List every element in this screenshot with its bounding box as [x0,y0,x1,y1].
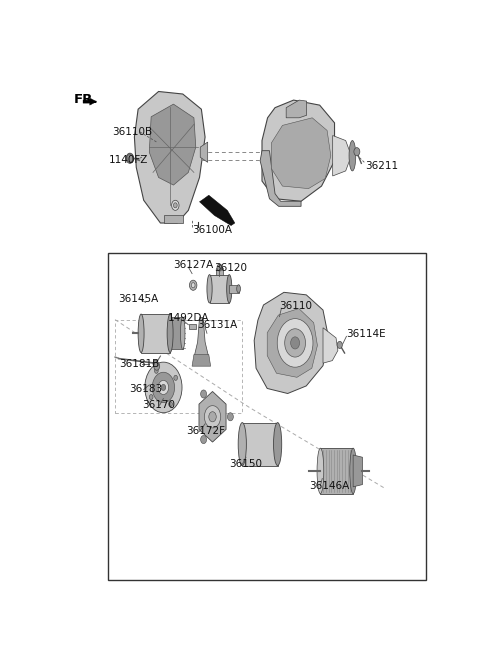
Circle shape [285,328,306,357]
Circle shape [168,401,172,407]
Polygon shape [242,422,277,466]
Polygon shape [286,100,307,118]
Polygon shape [321,448,353,493]
Circle shape [201,436,206,443]
Text: 36146A: 36146A [309,480,349,491]
Circle shape [209,412,216,422]
Text: 1140FZ: 1140FZ [108,155,148,165]
Circle shape [337,342,342,348]
Text: 36131A: 36131A [198,320,238,330]
Text: 36114E: 36114E [347,328,386,339]
Polygon shape [323,328,338,363]
Bar [115,320,242,413]
Circle shape [354,148,360,156]
Text: 36172F: 36172F [186,426,226,436]
Polygon shape [262,100,335,201]
Polygon shape [271,118,331,189]
Circle shape [145,362,182,413]
Polygon shape [200,142,208,162]
Circle shape [126,153,133,164]
Circle shape [291,337,300,349]
Text: 36100A: 36100A [192,225,232,235]
Polygon shape [229,284,239,293]
Polygon shape [195,317,208,361]
Text: 36181B: 36181B [120,359,160,369]
Circle shape [174,375,178,380]
Circle shape [190,280,197,290]
Ellipse shape [227,275,232,303]
Polygon shape [260,150,301,206]
Circle shape [158,380,168,394]
Circle shape [172,200,179,210]
Polygon shape [353,455,362,487]
Polygon shape [210,275,229,303]
Text: 36127A: 36127A [173,260,214,270]
Circle shape [192,283,195,288]
Polygon shape [134,91,205,223]
Circle shape [204,405,221,428]
Ellipse shape [274,422,282,466]
Text: FR.: FR. [74,93,99,106]
Text: 36120: 36120 [215,263,247,273]
Circle shape [153,360,158,367]
Polygon shape [199,392,226,442]
Polygon shape [83,98,96,105]
Ellipse shape [207,275,212,303]
Circle shape [155,369,158,373]
Circle shape [149,394,153,399]
Circle shape [201,390,206,398]
Text: 36150: 36150 [229,459,262,469]
Ellipse shape [317,448,324,493]
Text: 36145A: 36145A [118,294,158,304]
Ellipse shape [350,448,357,493]
Bar [108,254,426,579]
Polygon shape [333,135,351,176]
Text: 36211: 36211 [365,161,398,171]
Ellipse shape [138,314,144,353]
Ellipse shape [237,284,240,293]
Ellipse shape [349,141,356,171]
Polygon shape [192,355,211,366]
Polygon shape [170,317,183,350]
Polygon shape [216,267,223,275]
Text: 36110B: 36110B [112,127,152,137]
Polygon shape [149,104,196,185]
Circle shape [173,203,177,208]
Circle shape [152,373,175,403]
Circle shape [217,264,222,271]
Polygon shape [141,314,170,353]
Text: 36170: 36170 [142,400,175,410]
Polygon shape [267,309,317,377]
Text: 36110: 36110 [279,301,312,311]
Polygon shape [200,195,235,225]
Circle shape [277,319,313,367]
Text: 36183: 36183 [129,384,162,394]
Circle shape [154,362,160,371]
Ellipse shape [238,422,246,466]
Polygon shape [164,215,183,223]
Polygon shape [127,154,133,163]
Ellipse shape [180,317,185,350]
Circle shape [228,413,233,421]
Polygon shape [189,324,196,329]
Ellipse shape [167,314,173,353]
Polygon shape [254,292,329,394]
Circle shape [161,384,166,390]
Text: 1492DA: 1492DA [168,313,209,323]
